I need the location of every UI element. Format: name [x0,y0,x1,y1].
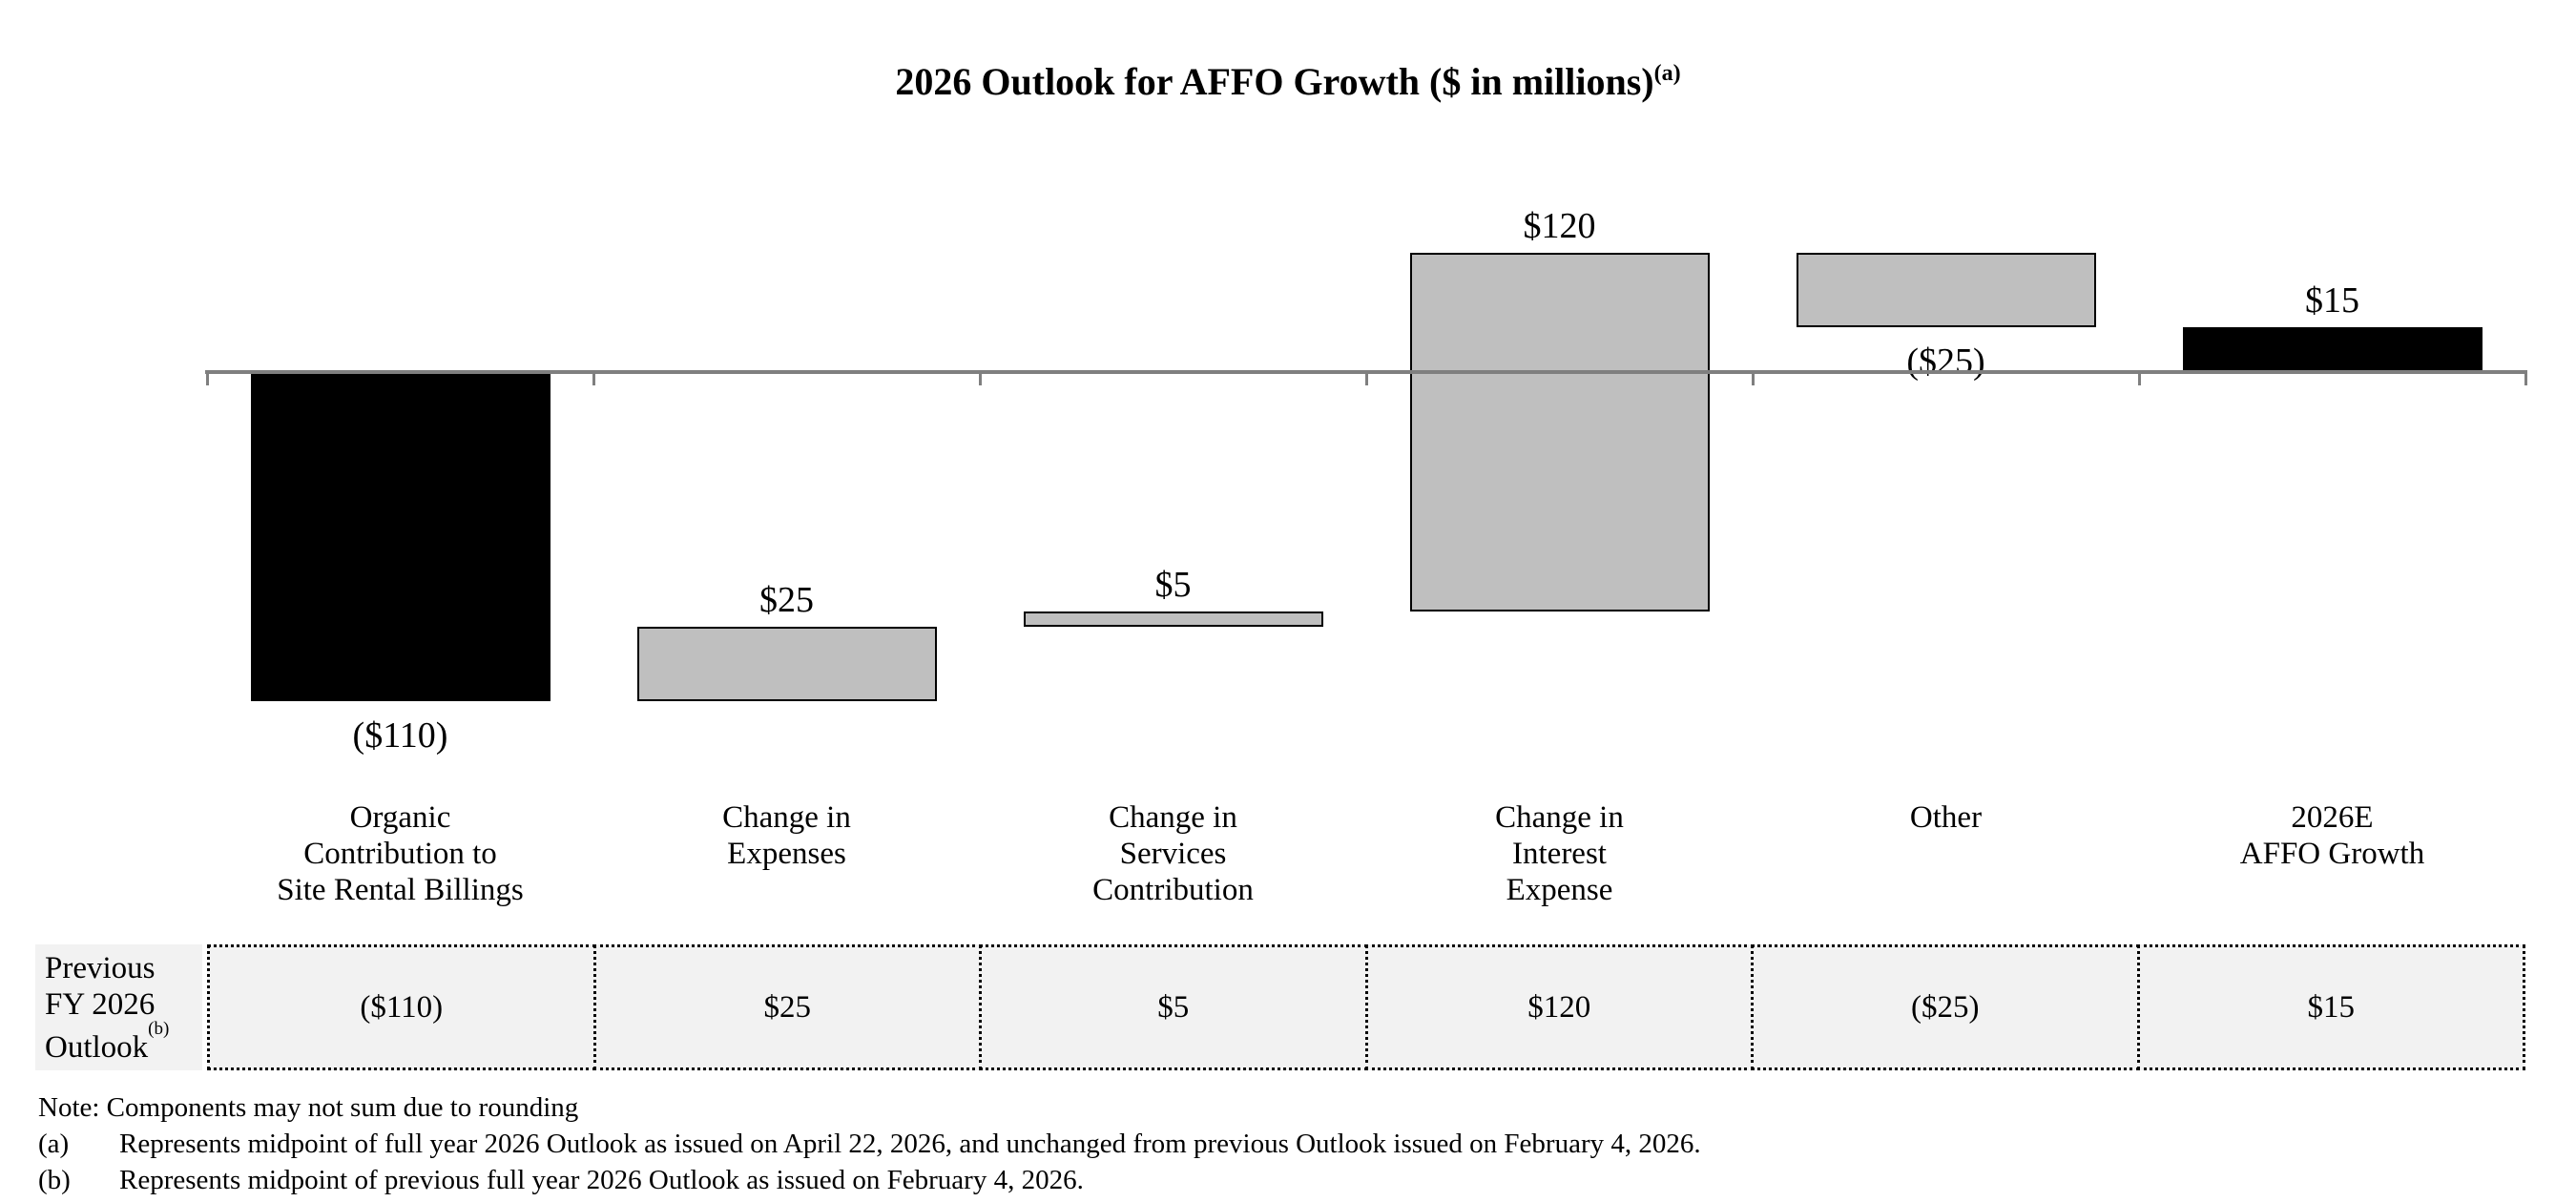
category-label-line: 2026E [2291,800,2374,835]
chart-title: 2026 Outlook for AFFO Growth ($ in milli… [0,59,2576,104]
category-label-line: Interest [1512,837,1607,871]
bar-value-label: $25 [759,579,814,620]
rounding-note: Note: Components may not sum due to roun… [38,1092,579,1123]
category-label-line: Other [1909,800,1983,835]
category-label-line: Change in [722,800,851,835]
category-label: 2026E AFFO Growth [2139,799,2525,872]
footnotes: Note: Components may not sum due to roun… [38,1089,1701,1198]
category-label: Other [1753,799,2139,836]
axis-tick [978,372,982,385]
table-row-header-footnote-marker: (b) [148,1018,170,1039]
axis-tick [2137,372,2141,385]
table-cell: $120 [1364,944,1754,1070]
axis-tick [2524,372,2527,385]
table-row-header-line: Previous [45,950,156,985]
footnote-b: (b) Represents midpoint of previous full … [38,1162,1701,1198]
footnote-text: Represents midpoint of previous full yea… [119,1165,1084,1195]
category-label: Change in Interest Expense [1366,799,1753,908]
table-row-header-line: FY 2026 [45,986,156,1022]
bar-5 [1796,252,2096,327]
bar-value-label: $15 [2305,280,2359,321]
category-label: Change in Services Contribution [980,799,1366,908]
bar-1 [250,372,551,701]
axis-tick [592,372,595,385]
table-row-header-line: Outlook(b) [45,1018,170,1065]
bar-3 [1023,611,1323,627]
chart-title-text: 2026 Outlook for AFFO Growth ($ in milli… [895,60,1654,103]
category-label-line: Change in [1109,800,1237,835]
chart-title-footnote-marker: (a) [1653,61,1681,86]
table-cell: ($25) [1751,944,2140,1070]
category-label-line: Expense [1506,873,1613,907]
outlook-table-row: ($110) $25 $5 $120 ($25) $15 [207,944,2525,1070]
category-label: Organic Contribution to Site Rental Billin… [207,799,593,908]
footnote-marker: (a) [38,1129,70,1159]
bar-value-label: $120 [1523,205,1596,246]
table-row-header: Previous FY 2026 Outlook(b) [35,944,202,1070]
category-label-line: Services [1119,837,1227,871]
category-label-line: Site Rental Billings [277,873,524,907]
table-cell: $25 [592,944,982,1070]
bar-value-label: ($110) [352,715,448,756]
axis-tick [205,372,209,385]
footnote-a: (a) Represents midpoint of full year 2026… [38,1126,1701,1162]
category-label-line: Expenses [727,837,846,871]
bar-6 [2182,326,2483,372]
axis-tick [1751,372,1755,385]
bar-4 [1409,252,1710,611]
category-label-line: Contribution to [303,837,497,871]
footnote-text: Represents midpoint of full year 2026 Ou… [119,1129,1701,1159]
category-label-line: Contribution [1092,873,1254,907]
bar-2 [636,626,937,701]
table-cell: $15 [2136,944,2525,1070]
category-label: Change in Expenses [593,799,980,872]
category-label-line: Organic [349,800,451,835]
table-cell: ($110) [207,944,596,1070]
axis-tick [1364,372,1368,385]
bar-value-label: $5 [1154,564,1192,605]
bar-value-label: ($25) [1906,341,1985,382]
category-label-line: Change in [1495,800,1624,835]
table-cell: $5 [979,944,1368,1070]
footnote-marker: (b) [38,1165,71,1195]
category-label-line: AFFO Growth [2239,837,2425,871]
